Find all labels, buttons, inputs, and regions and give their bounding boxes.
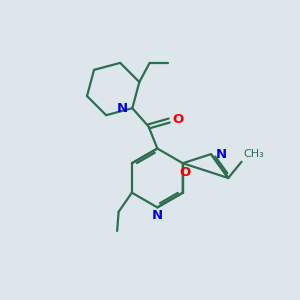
- Text: O: O: [180, 166, 191, 179]
- Text: O: O: [173, 112, 184, 126]
- Text: N: N: [152, 209, 163, 222]
- Text: CH₃: CH₃: [243, 149, 264, 160]
- Text: N: N: [215, 148, 226, 160]
- Text: N: N: [117, 102, 128, 115]
